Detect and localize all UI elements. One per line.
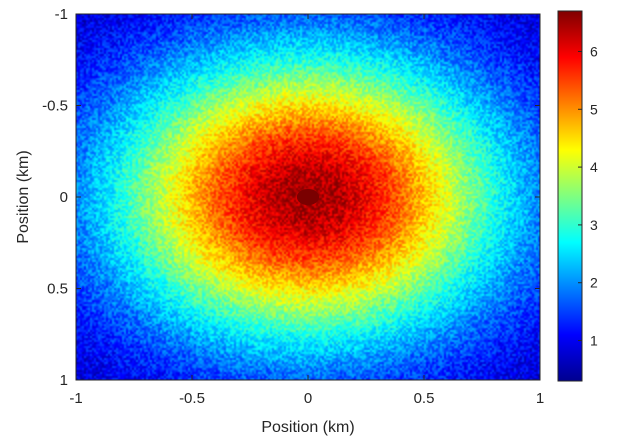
x-axis: -1 -0.5 0 0.5 1: [69, 14, 544, 407]
heatmap-plot-area: [75, 13, 541, 381]
x-tick-label: -1: [69, 390, 82, 407]
x-tick-label: 1: [536, 390, 544, 407]
y-tick-label: 1: [60, 372, 68, 389]
colorbar-frame: [557, 10, 583, 382]
x-axis-label: Position (km): [261, 419, 354, 436]
y-tick-label: -1: [55, 6, 68, 23]
y-axis-label: Position (km): [15, 150, 32, 243]
colorbar-tick-label: 6: [590, 43, 598, 59]
colorbar: 1 2 3 4 5 6: [557, 10, 598, 382]
y-tick-label: 0: [60, 189, 68, 206]
y-tick-label: -0.5: [42, 98, 68, 115]
colorbar-tick-label: 4: [590, 159, 598, 175]
x-tick-label: 0: [304, 390, 312, 407]
central-spot: [296, 188, 320, 206]
colorbar-tick-label: 3: [590, 217, 598, 233]
colorbar-tick-label: 1: [590, 333, 598, 349]
colorbar-tick-label: 5: [590, 101, 598, 117]
colorbar-ticks: 1 2 3 4 5 6: [578, 43, 598, 349]
y-axis: -1 -0.5 0 0.5 1: [42, 6, 540, 389]
colorbar-gradient: [558, 11, 582, 381]
x-tick-label: -0.5: [179, 390, 205, 407]
y-tick-label: 0.5: [47, 281, 68, 298]
colorbar-tick-label: 2: [590, 275, 598, 291]
x-tick-label: 0.5: [414, 390, 435, 407]
